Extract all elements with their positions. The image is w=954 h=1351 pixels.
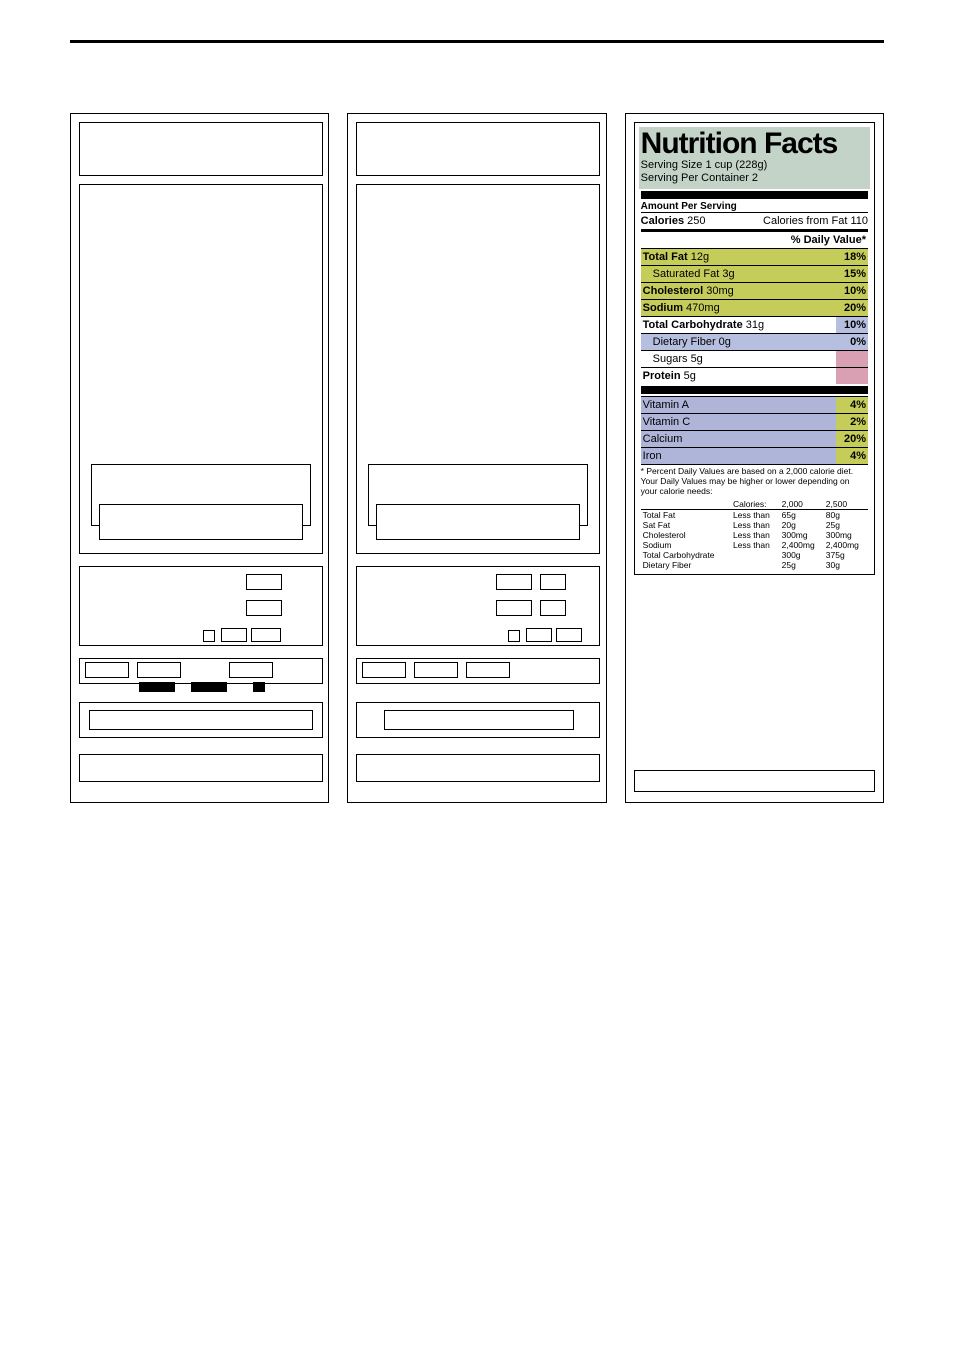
vitamin-row: Iron4% — [641, 447, 868, 464]
thick-rule — [641, 191, 868, 199]
calories-label: Calories — [641, 215, 684, 227]
wire-box — [203, 630, 215, 642]
thick-rule-2 — [641, 386, 868, 394]
calories-left: Calories 250 — [641, 215, 706, 227]
wire-box — [356, 754, 600, 782]
nutrient-row: Cholesterol 30mg10% — [641, 282, 868, 299]
wire-box — [376, 504, 580, 540]
nutrient-row: Dietary Fiber 0g0% — [641, 333, 868, 350]
vitamin-dv: 20% — [836, 431, 868, 447]
nutrient-dv: 15% — [836, 266, 868, 282]
vitamin-row: Vitamin C2% — [641, 413, 868, 430]
nutrient-name: Total Carbohydrate 31g — [641, 317, 836, 333]
nutrient-dv: 10% — [836, 317, 868, 333]
wire-box — [246, 600, 282, 616]
nutrition-title: Nutrition Facts — [641, 129, 868, 159]
nutrient-rows: Total Fat 12g18%Saturated Fat 3g15%Chole… — [641, 248, 868, 384]
top-rule — [70, 40, 884, 43]
wire-box — [414, 662, 458, 678]
wire-box — [229, 662, 273, 678]
wire-box — [137, 662, 181, 678]
vitamin-name: Calcium — [641, 431, 836, 447]
vitamin-dv: 4% — [836, 397, 868, 413]
nutrient-dv — [836, 368, 868, 384]
nutrient-row: Sugars 5g — [641, 350, 868, 367]
serving-size: Serving Size 1 cup (228g) — [641, 159, 868, 172]
vitamin-dv: 2% — [836, 414, 868, 430]
vitamin-name: Vitamin A — [641, 397, 836, 413]
nutrition-pane: Nutrition Facts Serving Size 1 cup (228g… — [625, 113, 884, 803]
nutrient-name: Cholesterol 30mg — [641, 283, 836, 299]
servings-per-container: Serving Per Container 2 — [641, 172, 868, 185]
nutrient-row: Total Carbohydrate 31g10% — [641, 316, 868, 333]
calories-value: 250 — [687, 215, 705, 227]
dv-header: % Daily Value* — [641, 229, 868, 248]
vitamin-name: Iron — [641, 448, 836, 464]
amount-per-serving: Amount Per Serving — [641, 201, 868, 212]
wire-box — [221, 628, 247, 642]
nutrient-row: Total Fat 12g18% — [641, 248, 868, 265]
wire-box — [540, 600, 566, 616]
vitamin-rows: Vitamin A4%Vitamin C2%Calcium20%Iron4% — [641, 396, 868, 464]
nutrient-row: Protein 5g — [641, 367, 868, 384]
wire-box — [384, 710, 574, 730]
wire-box — [85, 662, 129, 678]
wire-box — [246, 574, 282, 590]
nutrition-facts-label: Nutrition Facts Serving Size 1 cup (228g… — [634, 122, 875, 575]
wire-box — [356, 122, 600, 176]
wire-box — [556, 628, 582, 642]
nutrient-name: Sugars 5g — [641, 351, 836, 367]
wire-box — [540, 574, 566, 590]
vitamin-row: Vitamin A4% — [641, 396, 868, 413]
nutrient-row: Sodium 470mg20% — [641, 299, 868, 316]
calories-row: Calories 250 Calories from Fat 110 — [641, 212, 868, 229]
filled-block — [253, 682, 265, 692]
nutrient-name: Saturated Fat 3g — [641, 266, 836, 282]
nutrient-name: Sodium 470mg — [641, 300, 836, 316]
wire-box — [362, 662, 406, 678]
nutrient-name: Protein 5g — [641, 368, 836, 384]
three-column-layout: Nutrition Facts Serving Size 1 cup (228g… — [70, 113, 884, 803]
template-pane-2 — [347, 113, 606, 803]
nutrition-header-band: Nutrition Facts Serving Size 1 cup (228g… — [639, 127, 870, 189]
wire-box — [496, 600, 532, 616]
nutrient-dv: 20% — [836, 300, 868, 316]
wire-box — [251, 628, 281, 642]
wire-box — [466, 662, 510, 678]
calories-from-fat: Calories from Fat 110 — [763, 215, 868, 227]
wire-box — [526, 628, 552, 642]
vitamin-dv: 4% — [836, 448, 868, 464]
nutrient-row: Saturated Fat 3g15% — [641, 265, 868, 282]
vitamin-row: Calcium20% — [641, 430, 868, 447]
bottom-slot-box — [634, 770, 875, 792]
filled-block — [191, 682, 227, 692]
wire-box — [79, 122, 323, 176]
wire-box — [89, 710, 313, 730]
footnote: * Percent Daily Values are based on a 2,… — [641, 464, 868, 496]
wire-box — [508, 630, 520, 642]
nutrient-dv: 10% — [836, 283, 868, 299]
footnote-table: Calories:2,0002,500Total FatLess than65g… — [641, 499, 868, 570]
template-pane-1 — [70, 113, 329, 803]
wire-box — [496, 574, 532, 590]
nutrient-dv: 0% — [836, 334, 868, 350]
nutrient-dv: 18% — [836, 249, 868, 265]
nutrient-name: Dietary Fiber 0g — [641, 334, 836, 350]
nutrient-name: Total Fat 12g — [641, 249, 836, 265]
nutrient-dv — [836, 351, 868, 367]
wire-box — [79, 754, 323, 782]
wire-box — [79, 566, 323, 646]
filled-block — [139, 682, 175, 692]
vitamin-name: Vitamin C — [641, 414, 836, 430]
wire-box — [99, 504, 303, 540]
